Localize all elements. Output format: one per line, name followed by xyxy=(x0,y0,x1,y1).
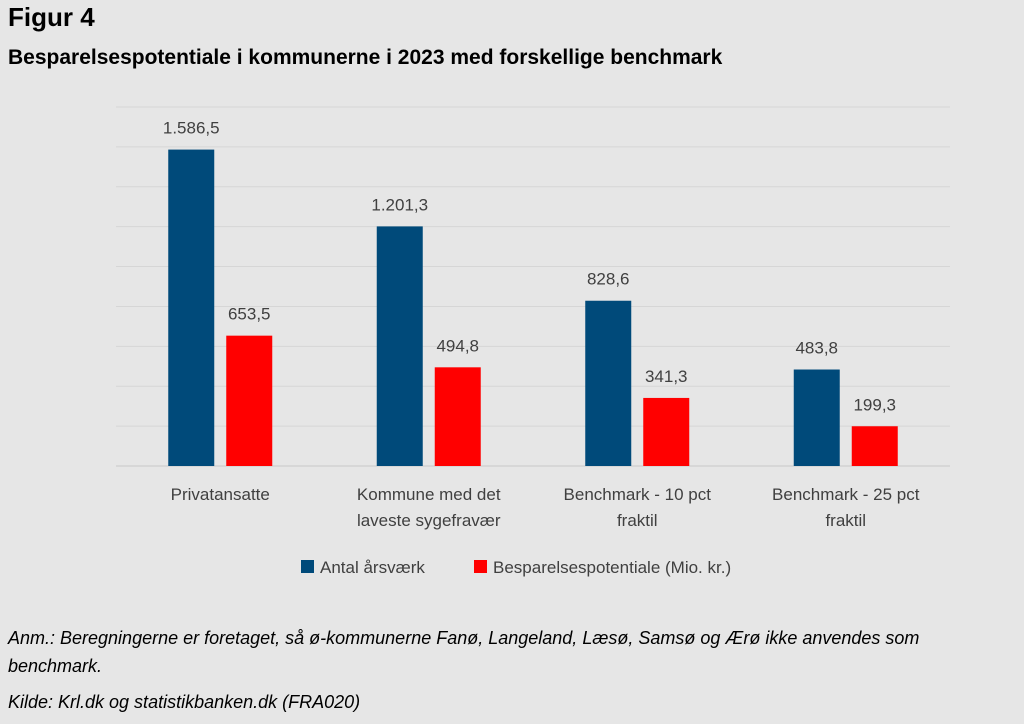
x-tick-label: laveste sygefravær xyxy=(357,511,501,530)
bar xyxy=(376,226,423,466)
x-tick-label: fraktil xyxy=(617,511,658,530)
data-label: 341,3 xyxy=(645,367,688,386)
annotation-note: Anm.: Beregningerne er foretaget, så ø-k… xyxy=(8,628,920,676)
data-label: 199,3 xyxy=(853,395,896,414)
legend-swatch xyxy=(474,560,487,573)
bar xyxy=(851,426,898,466)
legend-swatch xyxy=(301,560,314,573)
figure-label: Figur 4 xyxy=(8,2,95,32)
legend-label: Antal årsværk xyxy=(320,558,425,577)
bar xyxy=(434,367,481,466)
chart-title: Besparelsespotentiale i kommunerne i 202… xyxy=(8,46,723,69)
x-tick-label: Privatansatte xyxy=(171,485,270,504)
data-label: 1.201,3 xyxy=(371,195,428,214)
data-label: 828,6 xyxy=(587,270,630,289)
data-label: 483,8 xyxy=(795,339,838,358)
bar xyxy=(643,397,690,466)
bar xyxy=(793,369,840,466)
x-tick-label: Kommune med det xyxy=(357,485,501,504)
x-tick-label: Benchmark - 25 pct xyxy=(772,485,920,504)
bar-chart: 1.586,5 653,5 Privatansatte 1.201,3 494,8 Kom… xyxy=(116,106,950,577)
data-label: 653,5 xyxy=(228,305,271,324)
bar xyxy=(226,335,273,466)
x-tick-label: fraktil xyxy=(825,511,866,530)
source-note: Kilde: Krl.dk og statistikbanken.dk (FRA… xyxy=(8,692,361,712)
bar xyxy=(585,300,632,466)
x-tick-label: Benchmark - 10 pct xyxy=(564,485,712,504)
data-label: 494,8 xyxy=(436,336,479,355)
legend-label: Besparelsespotentiale (Mio. kr.) xyxy=(493,558,731,577)
data-label: 1.586,5 xyxy=(163,119,220,138)
bar xyxy=(168,149,215,466)
